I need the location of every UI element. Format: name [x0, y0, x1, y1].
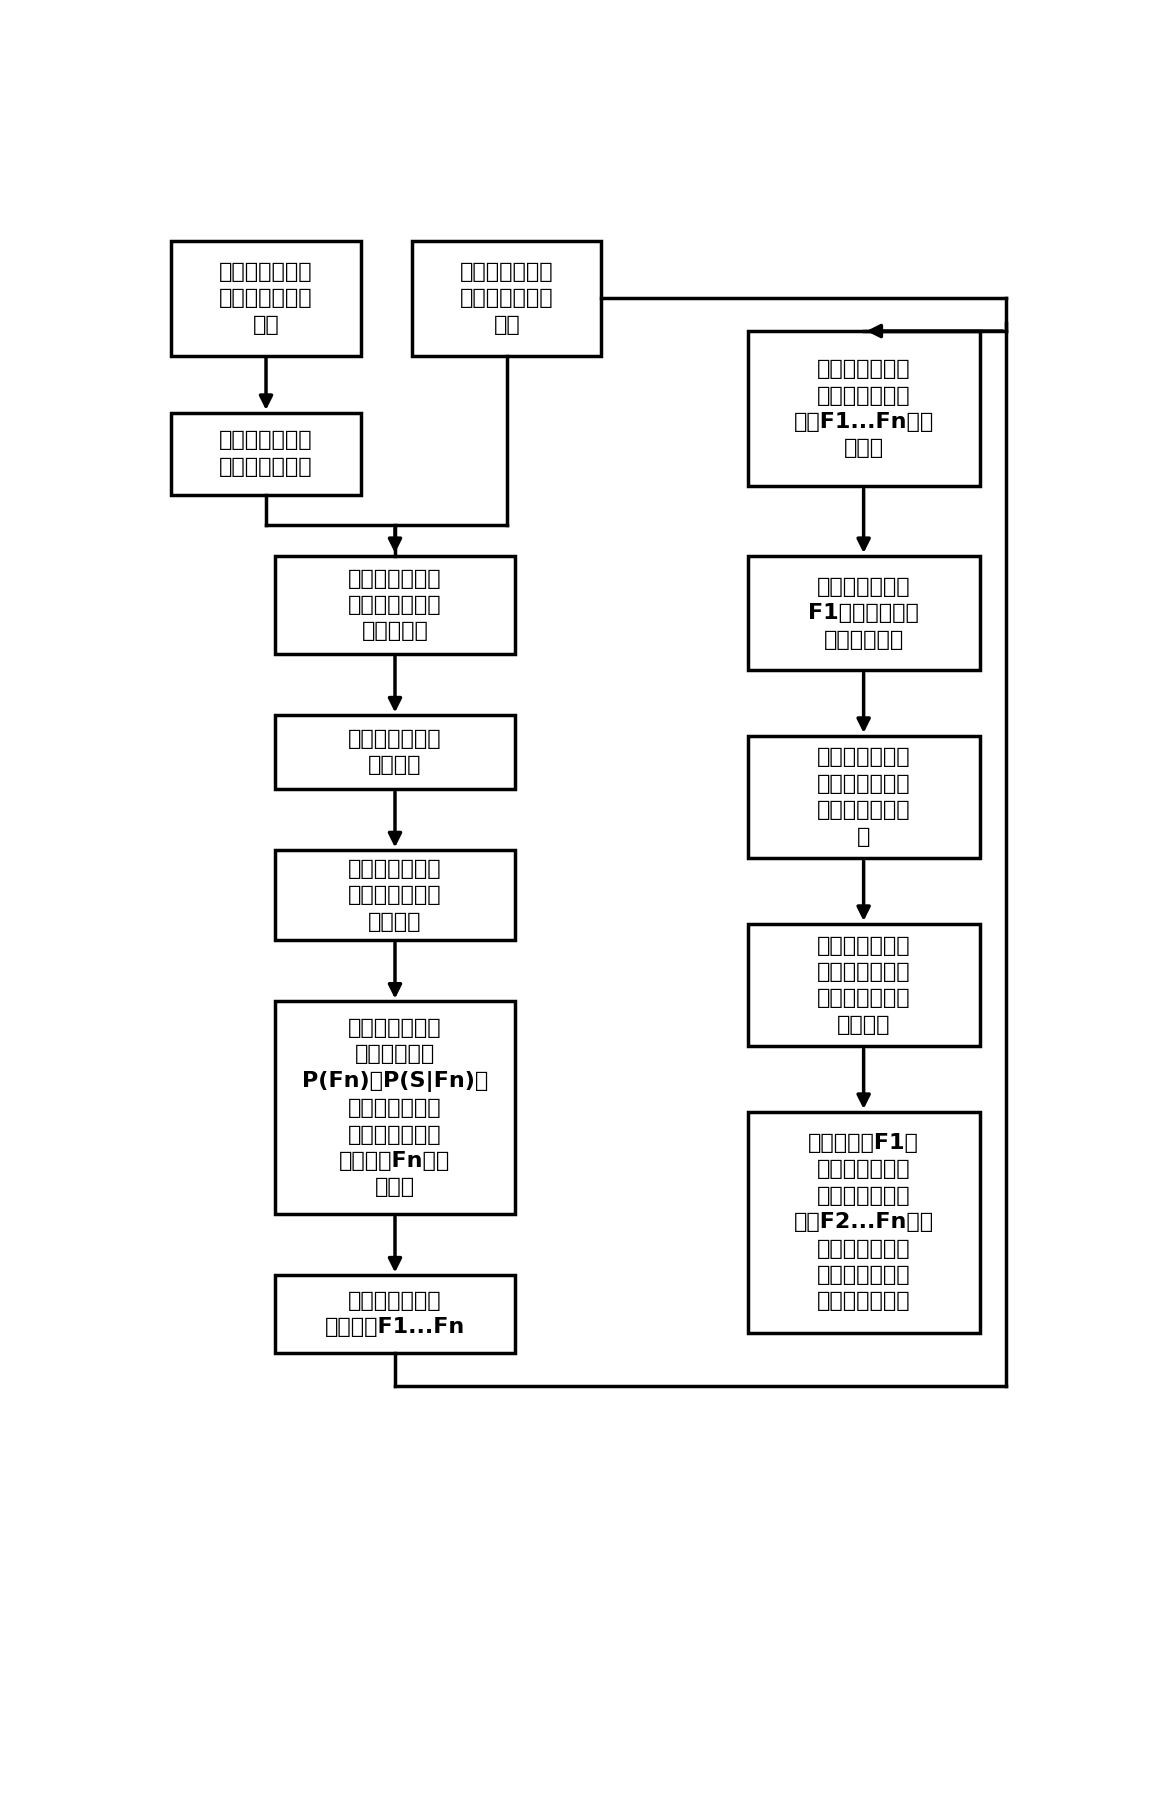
Text: 汇总故障树构建
故障信息知识库: 汇总故障树构建 故障信息知识库	[219, 430, 313, 477]
Text: 待诊断故障状态
使与故障信息知
识库进行逐层匹
配: 待诊断故障状态 使与故障信息知 识库进行逐层匹 配	[817, 747, 910, 847]
Text: 检索出所有相关
的故障树: 检索出所有相关 的故障树	[348, 729, 442, 776]
Text: 依据概率从大到
小的顺序检索故
障树F1...Fn的触
发事件: 依据概率从大到 小的顺序检索故 障树F1...Fn的触 发事件	[793, 359, 934, 458]
Text: 将故障所属的故
障树加入故障树
序列集合: 将故障所属的故 障树加入故障树 序列集合	[348, 859, 442, 931]
Bar	[412, 242, 601, 356]
Text: 根据经验制定故
障树先验概率
P(Fn)、P(S|Fn)，
以及贝叶斯公式
求出本次故障在
该故障树Fn的后
验概率: 根据经验制定故 障树先验概率 P(Fn)、P(S|Fn)， 以及贝叶斯公式 求出…	[302, 1018, 488, 1197]
Bar	[748, 924, 980, 1047]
Text: 参照故障树F1的
底事件检索步骤
，依次检索出故
障树F2...Fn的所
有触发的底事件
，将其添加入故
障原因诊断集合: 参照故障树F1的 底事件检索步骤 ，依次检索出故 障树F2...Fn的所 有触发…	[793, 1134, 933, 1312]
Bar	[748, 1112, 980, 1332]
Bar	[748, 736, 980, 859]
Text: 故障状态信息与
故障信息知识库
相关性对比: 故障状态信息与 故障信息知识库 相关性对比	[348, 569, 442, 641]
Text: 当故障树触发时
，故障特征信息
载入: 当故障树触发时 ，故障特征信息 载入	[460, 262, 553, 334]
Bar	[275, 715, 515, 789]
Bar	[748, 556, 980, 670]
Bar	[275, 1002, 515, 1215]
Bar	[748, 330, 980, 486]
Bar	[275, 850, 515, 940]
Text: 生成故障树概率
分布序列F1...Fn: 生成故障树概率 分布序列F1...Fn	[325, 1291, 465, 1338]
Bar	[275, 556, 515, 653]
Text: 首先检索故障树
F1的顶事件下一
级所有子事件: 首先检索故障树 F1的顶事件下一 级所有子事件	[809, 578, 919, 650]
Text: 根据历史故障信
息建立对应的故
障树: 根据历史故障信 息建立对应的故 障树	[219, 262, 313, 334]
Bar	[275, 1276, 515, 1354]
Bar	[171, 242, 361, 356]
Text: 检索出所有触发
的底事件，将其
添加入故障原因
诊断集合: 检索出所有触发 的底事件，将其 添加入故障原因 诊断集合	[817, 935, 910, 1034]
Bar	[171, 413, 361, 495]
